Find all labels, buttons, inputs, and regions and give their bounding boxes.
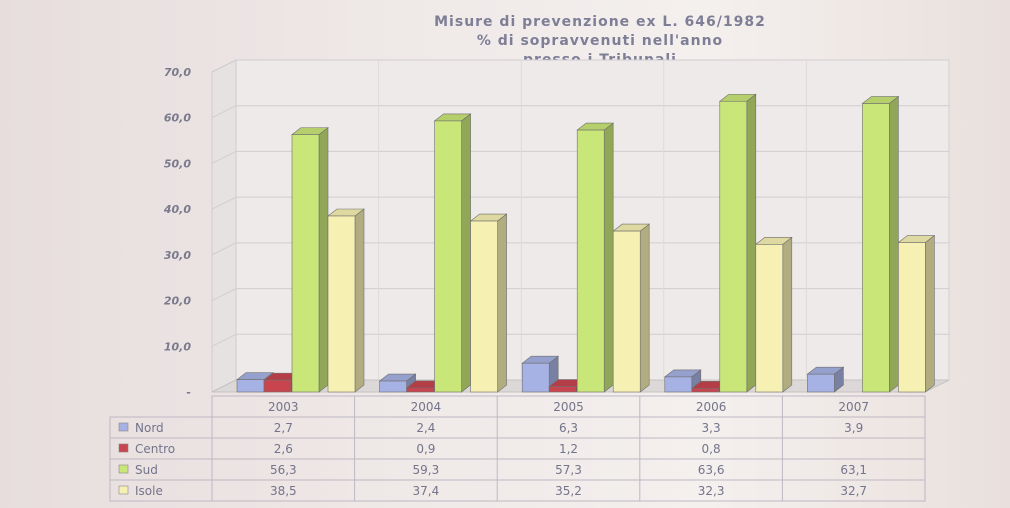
gridline (211, 150, 237, 164)
y-tick-label: 70,0 (164, 66, 191, 79)
bar-side (354, 208, 365, 393)
bar-sud-2005 (576, 122, 615, 393)
data-label: 37,4 (413, 484, 440, 498)
y-tick-label: 60,0 (164, 112, 191, 125)
data-label: 1,2 (559, 442, 578, 456)
data-label: 32,3 (698, 484, 725, 498)
chart-title-line-1: Misure di prevenzione ex L. 646/1982 (434, 14, 766, 30)
bar-front (548, 386, 577, 393)
data-label: 32,7 (840, 484, 867, 498)
bar-sud-2006 (718, 93, 757, 393)
bar-front (291, 134, 320, 393)
data-label: 63,1 (840, 463, 867, 477)
gridline (211, 242, 237, 256)
legend-swatch-centro (118, 443, 129, 453)
data-label: 2,6 (274, 442, 293, 456)
x-tick-label: 2005 (553, 400, 584, 414)
data-label: 56,3 (270, 463, 297, 477)
bar-side (497, 213, 507, 393)
side-wall (211, 59, 237, 393)
bar-front (898, 242, 926, 393)
bar-front (755, 244, 784, 393)
y-tick-label: 10,0 (164, 340, 191, 353)
bar-side (782, 236, 793, 393)
y-tick-label: 30,0 (164, 249, 191, 262)
bar-isole-2007 (897, 234, 936, 393)
data-label: 59,3 (413, 463, 440, 477)
bar-isole-2004 (469, 213, 508, 393)
bar-side (746, 93, 757, 393)
legend-swatch-isole (118, 485, 129, 495)
gridline (211, 288, 237, 302)
plot-area: 70,0 60,0 50,0 40,0 30,0 20,0 10,0 - (163, 59, 950, 399)
data-label: 35,2 (555, 484, 582, 498)
bar-isole-2003 (327, 208, 365, 393)
data-table: 2003 2004 2005 2006 2007 Nord 2,7 2,4 6,3 3,3 3,9 C… (109, 395, 926, 502)
data-label: 3,9 (844, 421, 863, 435)
gridline (211, 59, 237, 73)
legend-swatch-sud (118, 464, 129, 474)
bar-front (434, 120, 462, 393)
legend-label-nord: Nord (135, 421, 164, 435)
bar-sud-2004 (433, 113, 472, 393)
bar-nord-2007 (806, 366, 845, 393)
x-tick-label: 2007 (838, 400, 869, 414)
bar-front (379, 380, 407, 393)
gridline (211, 196, 237, 210)
bar-front (664, 376, 693, 393)
y-tick-label: - (186, 386, 191, 399)
gridline (211, 105, 237, 119)
y-tick-label: 20,0 (164, 295, 191, 308)
data-label: 0,8 (702, 442, 721, 456)
x-tick-label: 2003 (268, 400, 299, 414)
data-label: 38,5 (270, 484, 297, 498)
bar-sud-2007 (861, 95, 900, 393)
bar-front (521, 362, 550, 393)
bar-front (862, 103, 890, 393)
x-tick-label: 2006 (696, 400, 727, 414)
bar-nord-2004 (378, 373, 417, 393)
data-label: 0,9 (416, 442, 435, 456)
bar-side (603, 122, 614, 393)
bar-front (406, 387, 434, 393)
data-label: 2,7 (274, 421, 293, 435)
gridline (211, 333, 237, 347)
x-tick-label: 2004 (411, 400, 442, 414)
legend-label-centro: Centro (135, 442, 175, 456)
data-label: 3,3 (702, 421, 721, 435)
bar-front (327, 215, 356, 393)
bar-side (639, 223, 650, 393)
chart-title-line-2: % di sopravvenuti nell'anno (477, 33, 723, 49)
bar-front (263, 379, 292, 393)
bar-front (236, 379, 265, 393)
legend-swatch-nord (118, 422, 129, 432)
bar-front (470, 220, 498, 393)
bar-front (576, 129, 605, 393)
bar-front (612, 230, 641, 393)
bar-side (318, 127, 329, 393)
legend-label-isole: Isole (135, 484, 163, 498)
y-tick-label: 40,0 (163, 203, 191, 216)
bar-isole-2006 (754, 236, 793, 393)
data-label: 6,3 (559, 421, 578, 435)
bar-isole-2005 (612, 223, 651, 393)
bar-front (719, 100, 748, 393)
data-label: 63,6 (698, 463, 725, 477)
bar-front (691, 388, 720, 393)
bar-side (889, 95, 899, 393)
bar-sud-2003 (291, 127, 329, 393)
bar-side (461, 113, 471, 393)
y-tick-label: 50,0 (164, 157, 191, 170)
data-label: 57,3 (555, 463, 582, 477)
bar-side (925, 234, 935, 393)
data-label: 2,4 (416, 421, 435, 435)
bar-front (807, 373, 835, 393)
legend-label-sud: Sud (135, 463, 158, 477)
